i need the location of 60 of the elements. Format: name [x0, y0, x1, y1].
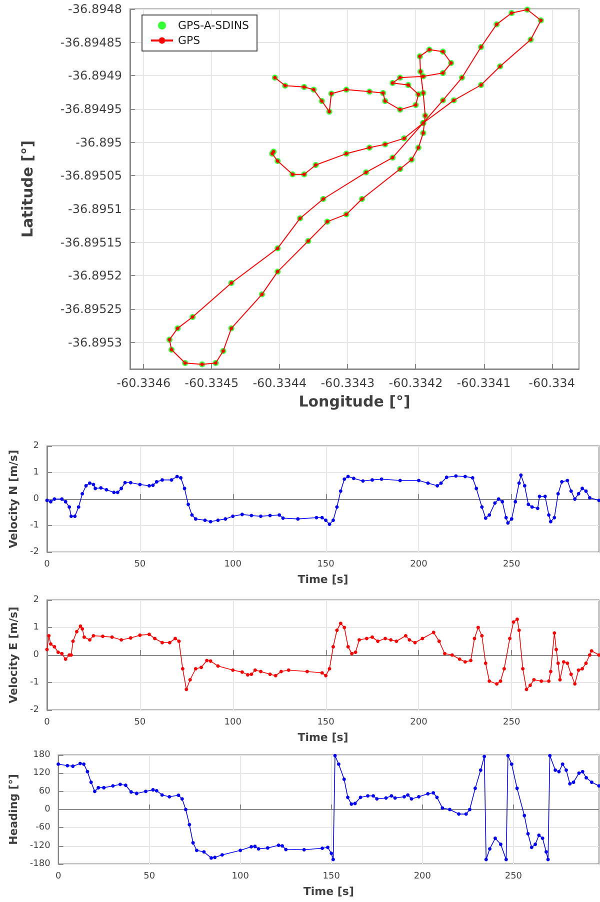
x-tick-label: -60.3345	[184, 376, 239, 390]
x-tick-label: 50	[144, 872, 156, 882]
y-tick-label: -1	[30, 520, 39, 531]
y-tick-label: -180	[30, 859, 51, 869]
x-tick-label: 100	[224, 718, 242, 728]
x-tick-label: 250	[504, 872, 522, 882]
y-tick-label: -36.895	[76, 135, 122, 150]
y-tick-label: -36.89495	[60, 102, 122, 116]
y-tick-label: -2	[30, 547, 39, 558]
x-tick-label: 200	[410, 560, 428, 570]
x-axis-title: Time [s]	[298, 573, 348, 586]
x-tick-label: 250	[503, 560, 521, 570]
y-axis-title: Latitude [°]	[18, 140, 36, 238]
x-tick-label: 250	[503, 718, 521, 728]
y-tick-label: -36.89505	[60, 168, 122, 183]
y-tick-label: 0	[33, 650, 40, 660]
x-tick-label: 100	[224, 560, 242, 570]
y-tick-label: -1	[30, 678, 39, 688]
y-axis-title: Velocity N [m/s]	[7, 450, 20, 548]
y-tick-label: -36.89525	[60, 302, 122, 316]
x-axis-title: Longitude [°]	[298, 392, 410, 410]
x-tick-label: 150	[317, 718, 335, 728]
y-tick-label: -36.89515	[60, 235, 122, 250]
y-tick-label: 120	[33, 768, 51, 778]
x-tick-label: -60.3346	[116, 376, 171, 390]
y-tick-label: -36.8953	[68, 335, 122, 350]
x-tick-label: -60.3344	[252, 376, 307, 390]
y-tick-label: 2	[33, 441, 39, 451]
x-tick-label: -60.3341	[456, 376, 511, 390]
x-tick-label: 150	[317, 560, 335, 570]
legend-label: GPS	[178, 34, 200, 47]
y-tick-label: -36.8948	[68, 2, 122, 16]
y-tick-label: 60	[38, 786, 51, 796]
x-axis-title: Time [s]	[303, 884, 354, 898]
y-tick-label: -36.8952	[68, 268, 122, 283]
legend-label: GPS-A-SDINS	[178, 19, 250, 32]
y-tick-label: -36.8951	[68, 202, 122, 216]
y-tick-label: 0	[33, 494, 40, 504]
y-tick-label: -60	[36, 822, 51, 833]
x-tick-label: 50	[134, 560, 146, 570]
y-tick-label: -2	[30, 705, 39, 715]
y-tick-label: 2	[33, 595, 39, 605]
y-axis-title: Heading [°]	[7, 774, 20, 845]
y-axis-title: Velocity E [m/s]	[7, 606, 20, 704]
x-tick-label: -60.3343	[320, 376, 375, 390]
y-tick-label: -36.8949	[68, 68, 122, 83]
x-tick-label: -60.334	[528, 376, 575, 390]
y-tick-label: 0	[44, 804, 51, 814]
y-tick-label: -120	[30, 840, 51, 851]
y-tick-label: 180	[33, 750, 51, 760]
x-tick-label: 150	[322, 872, 340, 882]
y-tick-label: -36.89485	[60, 35, 122, 50]
x-tick-label: 200	[414, 872, 432, 882]
x-tick-label: 100	[232, 872, 250, 882]
y-tick-label: 1	[33, 622, 39, 632]
x-axis-title: Time [s]	[298, 730, 348, 744]
x-tick-label: 200	[410, 718, 428, 728]
y-tick-label: 1	[33, 468, 39, 478]
x-tick-label: -60.3342	[388, 376, 443, 390]
x-tick-label: 50	[134, 718, 146, 728]
